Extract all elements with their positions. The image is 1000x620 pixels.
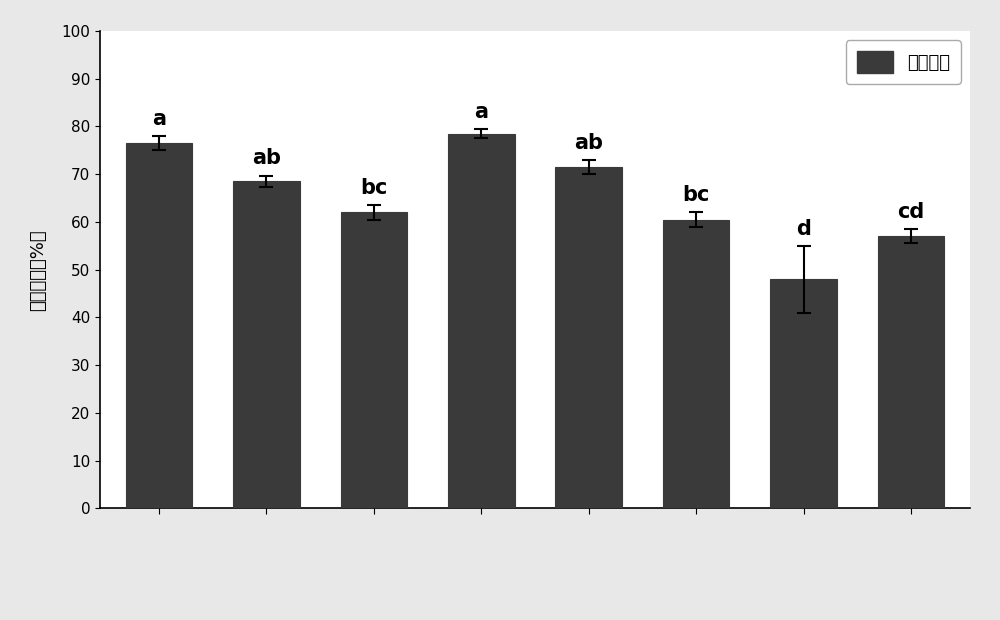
Bar bbox=[448, 134, 515, 508]
Text: ab: ab bbox=[252, 149, 281, 169]
Bar bbox=[555, 167, 622, 508]
Text: bc: bc bbox=[682, 185, 710, 205]
Bar bbox=[126, 143, 192, 508]
Bar bbox=[878, 236, 944, 508]
Text: d: d bbox=[796, 219, 811, 239]
Bar bbox=[663, 219, 729, 508]
Bar bbox=[233, 182, 300, 508]
Text: a: a bbox=[152, 109, 166, 129]
Text: ab: ab bbox=[574, 133, 603, 153]
Text: a: a bbox=[474, 102, 488, 122]
Bar bbox=[341, 213, 407, 508]
Text: cd: cd bbox=[897, 202, 925, 222]
Text: bc: bc bbox=[360, 178, 388, 198]
Legend: 防治效果: 防治效果 bbox=[846, 40, 961, 84]
Bar bbox=[770, 279, 837, 508]
Y-axis label: 防治效果（%）: 防治效果（%） bbox=[30, 229, 48, 311]
